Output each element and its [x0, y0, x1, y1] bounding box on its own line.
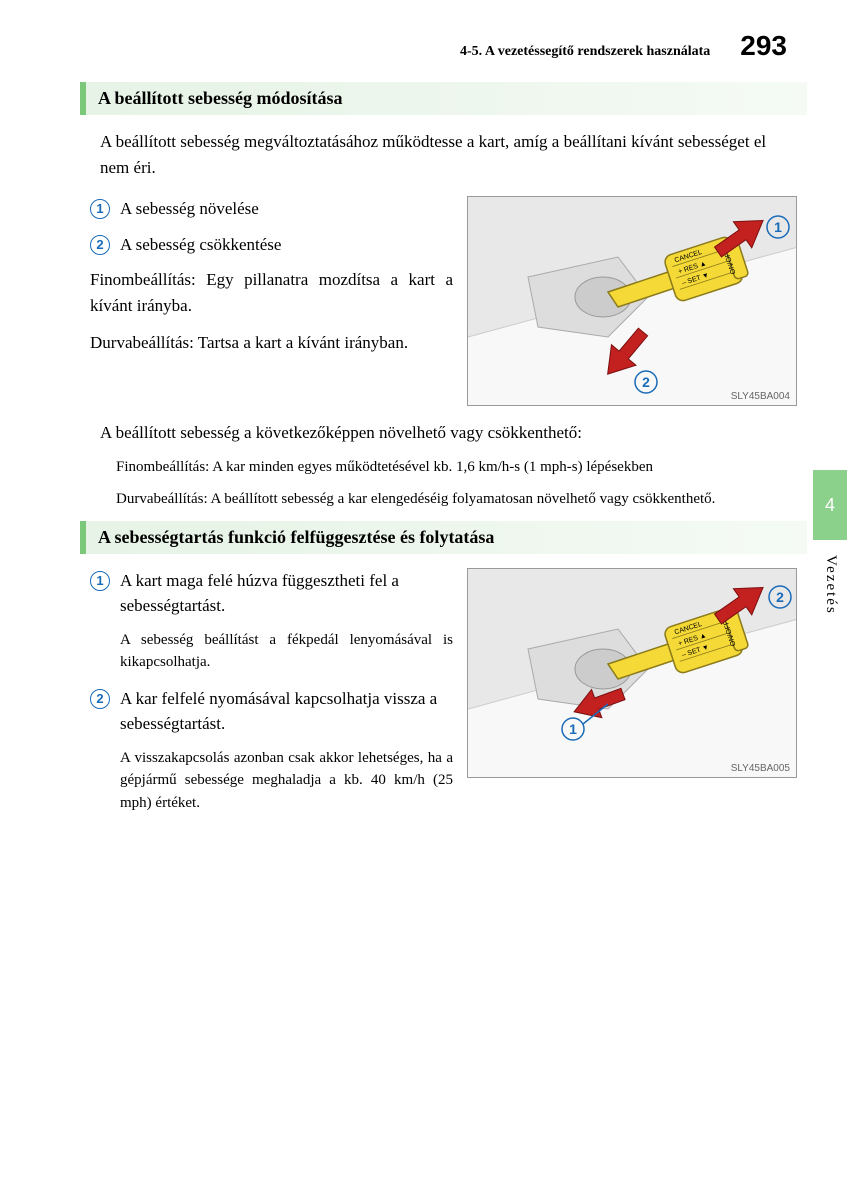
figure-suspend-lever: CANCEL + RES ▲ – SET ▼ ON/OFF 2 1 [467, 568, 797, 778]
circled-number-1-icon: 1 [90, 199, 110, 219]
page-header: 4-5. A vezetéssegítő rendszerek használa… [80, 30, 807, 62]
section-heading-suspend: A sebességtartás funkció felfüggesztése … [80, 521, 807, 554]
fine-adjust-text: Finombeállítás: Egy pillanatra mozdítsa … [90, 267, 453, 318]
section1-text-column: 1 A sebesség növelése 2 A sebesség csökk… [90, 196, 453, 406]
section2-row: 1 A kart maga felé húzva függesztheti fe… [90, 568, 797, 827]
circled-number-2-icon: 2 [90, 235, 110, 255]
figure-code: SLY45BA004 [731, 391, 790, 402]
lever-diagram-2-icon: CANCEL + RES ▲ – SET ▼ ON/OFF 2 1 [468, 569, 797, 778]
s2-note2: A visszakapcsolás azonban csak akkor leh… [120, 747, 453, 815]
breadcrumb: 4-5. A vezetéssegítő rendszerek használa… [460, 44, 710, 60]
section-heading-speed-change: A beállított sebesség módosítása [80, 82, 807, 115]
svg-text:2: 2 [776, 589, 784, 605]
section1-intro: A beállított sebesség megváltoztatásához… [100, 129, 787, 180]
list-item: 2 A sebesség csökkentése [90, 232, 453, 258]
lever-diagram-icon: CANCEL + RES ▲ – SET ▼ ON/OFF 1 2 [468, 197, 797, 406]
list-item: 2 A kar felfelé nyomásával kapcsolhatja … [90, 686, 453, 737]
page-content: 4-5. A vezetéssegítő rendszerek használa… [0, 0, 847, 870]
item2-text: A sebesség csökkentése [120, 232, 281, 258]
section1-sub-fine: Finombeállítás: A kar minden egyes működ… [116, 456, 787, 479]
page-number: 293 [740, 30, 787, 62]
figure-speed-lever: CANCEL + RES ▲ – SET ▼ ON/OFF 1 2 [467, 196, 797, 406]
item1-text: A sebesség növelése [120, 196, 259, 222]
figure-code: SLY45BA005 [731, 763, 790, 774]
coarse-adjust-text: Durvabeállítás: Tartsa a kart a kívánt i… [90, 330, 453, 356]
section1-mid-text: A beállított sebesség a következőképpen … [100, 420, 787, 446]
circled-number-2-icon: 2 [90, 689, 110, 709]
list-item: 1 A kart maga felé húzva függesztheti fe… [90, 568, 453, 619]
s2-item1-text: A kart maga felé húzva függesztheti fel … [120, 568, 453, 619]
s2-item2-text: A kar felfelé nyomásával kapcsolhatja vi… [120, 686, 453, 737]
svg-text:1: 1 [774, 219, 782, 235]
s2-note1: A sebesség beállítást a fékpedál lenyomá… [120, 629, 453, 674]
list-item: 1 A sebesség növelése [90, 196, 453, 222]
circled-number-1-icon: 1 [90, 571, 110, 591]
svg-text:2: 2 [642, 374, 650, 390]
section2-text-column: 1 A kart maga felé húzva függesztheti fe… [90, 568, 453, 827]
section1-row: 1 A sebesség növelése 2 A sebesség csökk… [90, 196, 797, 406]
svg-text:1: 1 [569, 721, 577, 737]
section1-sub-coarse: Durvabeállítás: A beállított sebesség a … [116, 488, 787, 511]
